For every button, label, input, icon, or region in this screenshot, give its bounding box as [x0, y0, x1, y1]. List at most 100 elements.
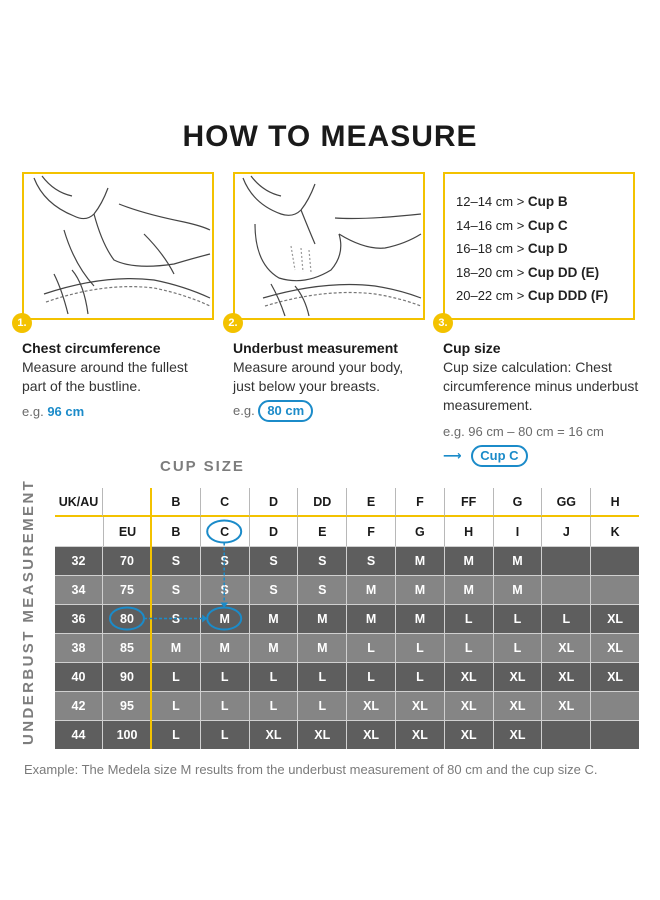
- step-1-body: Measure around the fullest part of the b…: [22, 358, 188, 396]
- underbust-measure-illustration: [233, 172, 425, 320]
- size-cell: XL: [590, 633, 639, 662]
- cup-result-value: Cup C: [471, 445, 528, 467]
- step-1-badge: 1.: [12, 313, 32, 333]
- size-cell: M: [492, 575, 542, 604]
- size-cell: XL: [541, 662, 591, 691]
- uk-band-cell: 32: [55, 546, 103, 575]
- size-cell: L: [199, 662, 249, 691]
- uk-band-cell: 34: [55, 575, 103, 604]
- eu-band-cell: 95: [103, 691, 151, 720]
- size-cell: L: [248, 691, 298, 720]
- size-cell: S: [248, 575, 298, 604]
- step-3-body-line-1: Cup size calculation: Chest: [443, 359, 612, 375]
- uk-header: UK/AU: [55, 488, 103, 517]
- cup-range-item: 16–18 cm > Cup D: [456, 241, 568, 256]
- uk-band-cell: 36: [55, 604, 103, 633]
- size-cell: M: [395, 604, 444, 633]
- size-cell: XL: [346, 720, 395, 749]
- uk-band-cell: 40: [55, 662, 103, 691]
- uk-cup-header: E: [346, 488, 395, 517]
- size-cell: XL: [443, 720, 493, 749]
- size-cell: XL: [395, 720, 444, 749]
- size-cell: M: [443, 575, 493, 604]
- size-cell: S: [297, 546, 347, 575]
- chest-measure-illustration: [22, 172, 214, 320]
- eu-cup-header: G: [395, 517, 444, 546]
- uk-cup-header: FF: [443, 488, 493, 517]
- step-3-badge: 3.: [433, 313, 453, 333]
- size-cell: XL: [492, 691, 542, 720]
- size-cell: L: [151, 720, 200, 749]
- size-cell: L: [492, 604, 542, 633]
- size-cell: L: [199, 691, 249, 720]
- example-prefix: e.g.: [233, 403, 255, 418]
- size-cell: S: [151, 575, 200, 604]
- size-cell: XL: [492, 662, 542, 691]
- step-2-body-line-2: just below your breasts.: [233, 378, 381, 394]
- size-cell: L: [297, 662, 347, 691]
- cup-range-item: 14–16 cm > Cup C: [456, 217, 568, 233]
- size-cell: L: [395, 662, 444, 691]
- underbust-example-value: 80 cm: [258, 400, 314, 422]
- size-cell: L: [151, 691, 200, 720]
- size-cell: XL: [590, 604, 639, 633]
- step-3-example: e.g. 96 cm – 80 cm = 16 cm: [443, 424, 604, 439]
- size-cell: M: [443, 546, 493, 575]
- cup-range-item: 18–20 cm > Cup DD (E): [456, 264, 600, 280]
- eu-cup-header: B: [151, 517, 200, 546]
- size-cell: L: [199, 720, 249, 749]
- size-cell: XL: [443, 662, 493, 691]
- eu-cup-header: I: [492, 517, 542, 546]
- size-cell: XL: [541, 633, 591, 662]
- step-1-heading: Chest circumference: [22, 340, 161, 356]
- cup-range-item: 12–14 cm > Cup B: [456, 194, 568, 209]
- eu-cup-header: F: [346, 517, 395, 546]
- size-cell: M: [199, 604, 249, 633]
- size-cell: M: [297, 633, 347, 662]
- eu-band-cell: 70: [103, 546, 151, 575]
- step-3-body-line-2: circumference minus underbust: [443, 378, 639, 394]
- eu-cup-header: K: [590, 517, 639, 546]
- size-cell: XL: [346, 691, 395, 720]
- eu-band-cell: 90: [103, 662, 151, 691]
- size-cell: XL: [248, 720, 298, 749]
- yellow-divider-line: [150, 488, 152, 749]
- uk-cup-header: F: [395, 488, 444, 517]
- step-2-badge: 2.: [223, 313, 243, 333]
- size-cell: S: [248, 546, 298, 575]
- eu-cup-header: D: [248, 517, 298, 546]
- step-2-body: Measure around your body, just below you…: [233, 358, 403, 396]
- size-cell: XL: [541, 691, 591, 720]
- corner-cell: [103, 488, 151, 517]
- chest-example-value: 96 cm: [47, 404, 85, 419]
- uk-cup-header: G: [492, 488, 542, 517]
- size-cell: M: [395, 575, 444, 604]
- step-2-body-line-1: Measure around your body,: [233, 359, 404, 375]
- step-3-result: ⟶ Cup C: [443, 445, 528, 467]
- step-2-example: e.g. 80 cm: [233, 400, 314, 422]
- size-cell: [590, 546, 639, 575]
- size-cell: XL: [492, 720, 542, 749]
- woman-chest-sketch: [33, 175, 211, 315]
- eu-cup-header: J: [541, 517, 590, 546]
- size-cell: L: [346, 662, 395, 691]
- size-chart-table: UK/AU B C D DD E F FF G GG H EU B C D E F G H I J K 32 70 S S S S S M…: [55, 488, 639, 749]
- size-cell: L: [395, 633, 444, 662]
- size-cell: M: [248, 633, 298, 662]
- step-1-body-line-1: Measure around the fullest: [22, 359, 188, 375]
- size-cell: S: [199, 575, 249, 604]
- size-cell: XL: [443, 691, 493, 720]
- size-cell: [541, 720, 591, 749]
- size-cell: XL: [590, 662, 639, 691]
- example-prefix: e.g.: [22, 404, 44, 419]
- size-cell: XL: [297, 720, 347, 749]
- step-1-body-line-2: part of the bustline.: [22, 378, 142, 394]
- size-cell: S: [346, 546, 395, 575]
- size-cell: [590, 691, 639, 720]
- size-cell: L: [248, 662, 298, 691]
- cup-range-item: 20–22 cm > Cup DDD (F): [456, 288, 609, 303]
- step-3-heading: Cup size: [443, 340, 501, 356]
- arrow-right-icon: ⟶: [443, 448, 462, 463]
- cup-range-list: 12–14 cm > Cup B 14–16 cm > Cup C 16–18 …: [456, 190, 608, 308]
- uk-band-cell: 38: [55, 633, 103, 662]
